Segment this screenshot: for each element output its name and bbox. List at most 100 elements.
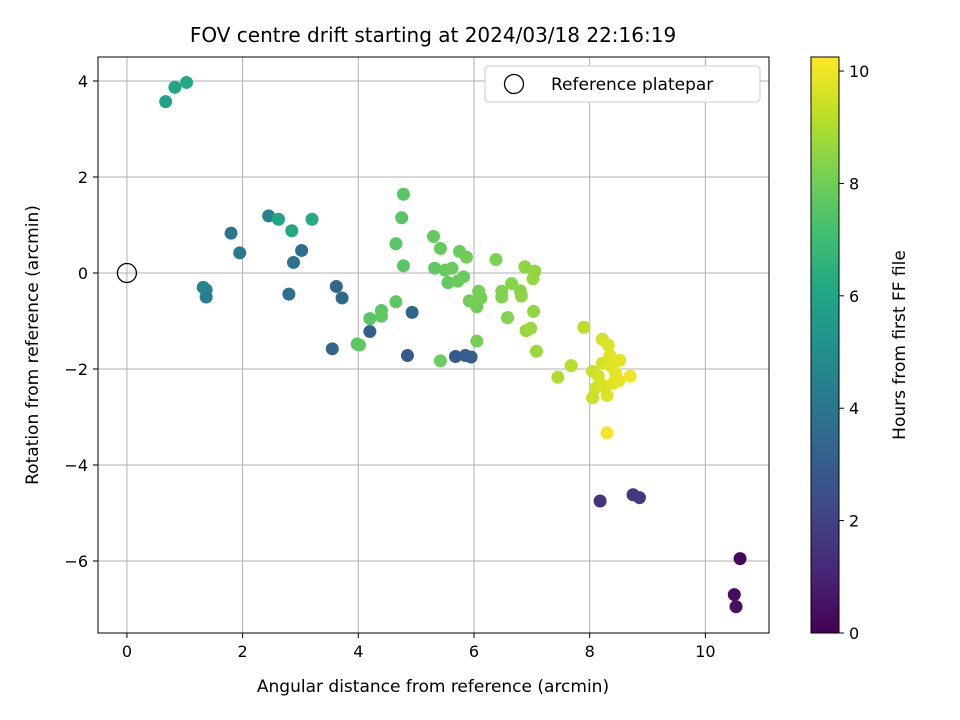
- x-tick-label: 0: [122, 642, 132, 661]
- data-point: [433, 354, 447, 368]
- data-point: [233, 246, 247, 260]
- data-point: [489, 253, 503, 267]
- colorbar-tick-label: 2: [849, 512, 859, 531]
- data-point: [632, 491, 646, 505]
- x-axis-label: Angular distance from reference (arcmin): [257, 677, 609, 697]
- data-point: [591, 369, 605, 383]
- data-point: [518, 260, 532, 274]
- chart-title: FOV centre drift starting at 2024/03/18 …: [190, 23, 676, 47]
- data-point: [395, 211, 409, 225]
- y-tick-label: −6: [64, 552, 88, 571]
- x-tick-label: 10: [695, 642, 715, 661]
- data-point: [285, 224, 299, 238]
- data-point: [389, 237, 403, 251]
- data-point: [352, 338, 366, 352]
- legend-marker-icon: [503, 73, 525, 95]
- data-point: [335, 291, 349, 305]
- data-point: [428, 261, 442, 275]
- data-point: [325, 342, 339, 356]
- data-point: [396, 259, 410, 273]
- data-point: [470, 334, 484, 348]
- colorbar-tick-label: 8: [849, 174, 859, 193]
- data-point: [400, 349, 414, 363]
- legend-box: [484, 65, 761, 103]
- data-point: [577, 320, 591, 334]
- data-point: [733, 552, 747, 566]
- data-point: [603, 349, 617, 363]
- data-point: [159, 95, 173, 109]
- y-tick-label: 0: [78, 264, 88, 283]
- data-point: [427, 230, 440, 244]
- y-axis-ticks: −6 −4 −2 0 2 4: [64, 72, 98, 571]
- data-point: [405, 305, 419, 319]
- reference-marker-group: [116, 262, 138, 284]
- legend: Reference platepar: [484, 65, 761, 103]
- data-point: [445, 261, 459, 275]
- data-point: [600, 426, 614, 440]
- data-point: [564, 359, 578, 373]
- y-tick-label: 2: [78, 168, 88, 187]
- data-point: [180, 75, 194, 89]
- data-point: [495, 290, 509, 304]
- colorbar-label: Hours from first FF file: [890, 250, 910, 440]
- data-point: [527, 304, 541, 318]
- colorbar-tick-label: 4: [849, 399, 859, 418]
- legend-entry-reference: Reference platepar: [551, 75, 713, 95]
- data-point: [389, 295, 403, 309]
- data-point: [501, 311, 515, 325]
- data-point: [529, 344, 543, 358]
- data-point: [262, 209, 276, 223]
- data-point: [467, 295, 481, 309]
- data-point: [593, 494, 607, 508]
- data-point: [601, 338, 615, 352]
- data-points: [159, 75, 747, 614]
- data-point: [282, 287, 296, 301]
- data-point: [396, 187, 410, 201]
- y-tick-label: 4: [78, 72, 88, 91]
- data-point: [613, 353, 627, 367]
- data-point: [287, 255, 301, 269]
- plot-frame: [97, 56, 770, 634]
- x-tick-label: 6: [469, 642, 479, 661]
- y-tick-label: −4: [64, 456, 88, 475]
- x-tick-label: 8: [585, 642, 595, 661]
- data-point: [199, 290, 213, 304]
- colorbar-tick-label: 0: [849, 624, 859, 643]
- y-axis-label: Rotation from reference (arcmin): [23, 205, 43, 485]
- data-point: [271, 212, 285, 226]
- data-point: [600, 388, 614, 402]
- data-point: [612, 374, 626, 388]
- colorbar-ticks: 0 2 4 6 8 10: [839, 62, 869, 643]
- x-tick-label: 2: [238, 642, 248, 661]
- colorbar: 0 2 4 6 8 10 Hours from first FF file: [810, 56, 910, 643]
- data-point: [551, 370, 565, 384]
- data-point: [374, 309, 388, 323]
- y-tick-label: −2: [64, 360, 88, 379]
- data-point: [305, 212, 319, 226]
- data-point: [505, 277, 519, 291]
- data-point: [433, 242, 447, 256]
- grid: [98, 57, 769, 633]
- data-point: [514, 289, 528, 303]
- data-point: [528, 264, 542, 278]
- data-point: [329, 279, 343, 293]
- colorbar-tick-label: 6: [849, 287, 859, 306]
- data-point: [524, 321, 538, 335]
- data-point: [729, 600, 743, 614]
- data-point: [459, 250, 473, 264]
- data-point: [295, 243, 309, 257]
- data-point: [441, 276, 455, 290]
- data-point: [464, 350, 478, 364]
- x-axis-ticks: 0 2 4 6 8 10: [122, 633, 716, 661]
- data-point: [363, 312, 377, 326]
- data-point: [168, 80, 182, 94]
- data-point: [727, 588, 741, 602]
- data-point: [457, 270, 471, 284]
- data-point: [363, 325, 377, 339]
- x-tick-label: 4: [353, 642, 363, 661]
- colorbar-gradient: [810, 56, 840, 634]
- reference-marker: [116, 262, 138, 284]
- data-point: [224, 226, 238, 240]
- data-point: [623, 369, 637, 383]
